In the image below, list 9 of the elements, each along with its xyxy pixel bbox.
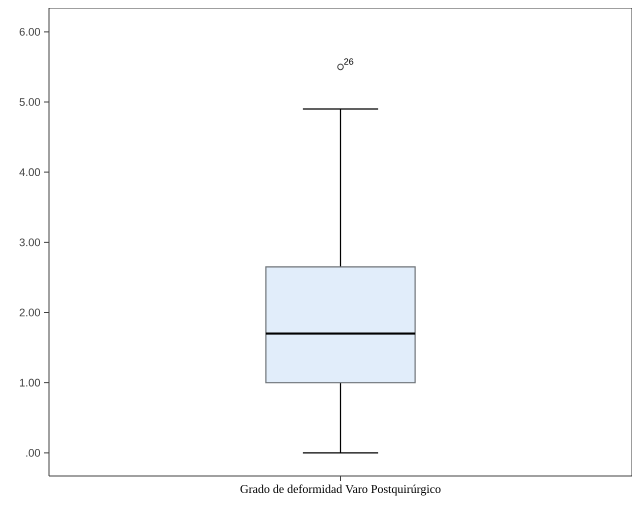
y-tick-label: 5.00 bbox=[20, 98, 40, 106]
y-tick-label: 3.00 bbox=[20, 238, 40, 246]
y-tick-label: 4.00 bbox=[19, 168, 40, 176]
x-tick-label: Grado de deformidad Varo Postquirúrgico bbox=[240, 484, 441, 496]
y-tick-label: .00 bbox=[26, 448, 40, 457]
y-tick-label: 6.00 bbox=[20, 28, 40, 36]
y-tick-label: 2.00 bbox=[20, 308, 40, 316]
annotation: 26 bbox=[344, 58, 354, 65]
y-tick-label: 1.00 bbox=[20, 378, 40, 387]
